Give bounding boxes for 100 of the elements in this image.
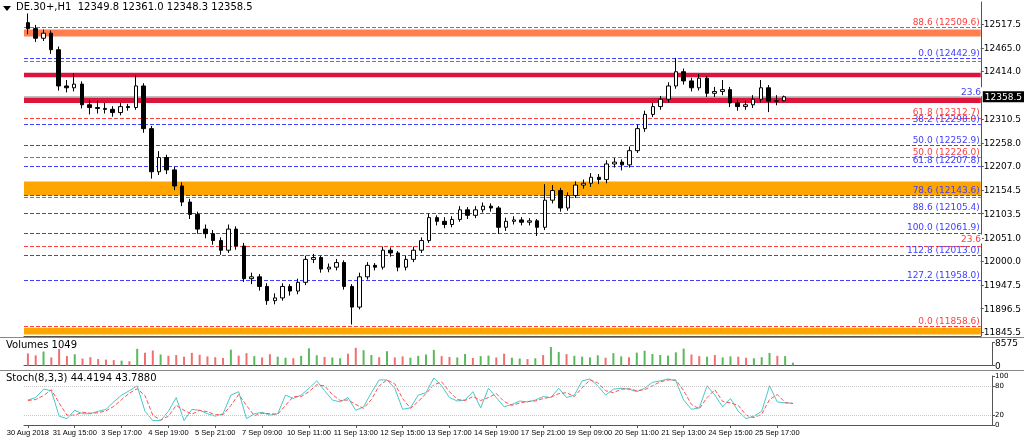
bar — [315, 355, 318, 366]
candlestick — [381, 246, 385, 270]
candlestick — [180, 181, 184, 207]
bar — [464, 353, 467, 366]
candlestick — [465, 206, 470, 220]
candlestick — [558, 187, 563, 213]
bar — [50, 357, 53, 366]
candlestick — [280, 282, 285, 302]
bar — [409, 357, 412, 366]
candlestick — [87, 99, 92, 115]
bar — [425, 354, 428, 366]
candlestick — [450, 215, 454, 228]
candlestick — [350, 283, 354, 326]
candlestick — [651, 102, 655, 118]
bar — [503, 353, 506, 366]
bar — [159, 354, 162, 366]
bar — [620, 356, 623, 366]
ref-line-label: 100.0 (12061.9) — [906, 222, 980, 233]
bar — [97, 359, 100, 366]
candlestick — [149, 125, 154, 180]
candlestick — [589, 172, 593, 188]
bar — [386, 351, 388, 366]
bar — [573, 355, 576, 366]
ref-line-label: 78.6 (12143.6) — [912, 184, 980, 195]
bar — [417, 355, 420, 366]
bar — [581, 356, 584, 366]
candlestick — [519, 216, 524, 226]
bar — [674, 352, 677, 366]
candlestick — [334, 258, 339, 271]
bar — [26, 353, 29, 366]
bar — [128, 361, 131, 366]
bar — [198, 354, 201, 366]
candlestick — [134, 74, 138, 111]
candlestick — [535, 218, 539, 237]
annotation: 23.6 — [960, 234, 982, 245]
bar — [378, 357, 381, 366]
bar — [604, 357, 607, 366]
ref-line-label: 0.0 (11858.6) — [918, 315, 980, 326]
candlestick — [512, 215, 516, 226]
candlestick — [705, 75, 709, 98]
ref-line-label: 50.0 (12252.9) — [912, 134, 980, 145]
y-tick-label: 12000.0 — [983, 256, 1022, 267]
candlestick — [110, 105, 115, 118]
ref-line-label: 88.6 (12105.4) — [912, 202, 980, 213]
candlestick — [64, 79, 69, 93]
bar — [253, 356, 256, 366]
candlestick — [666, 81, 671, 103]
y-tick-label: 12310.5 — [983, 113, 1021, 124]
candlestick — [234, 225, 238, 251]
candlestick — [203, 224, 208, 239]
bar — [104, 359, 107, 366]
candlestick — [303, 255, 308, 286]
y-tick-label: 0 — [995, 360, 1001, 371]
candlestick — [411, 246, 416, 263]
bar — [151, 350, 154, 366]
candlestick — [481, 201, 485, 214]
candlestick — [774, 94, 779, 106]
candlestick — [766, 84, 771, 113]
candlestick — [404, 255, 408, 271]
candlestick — [489, 202, 493, 213]
candlestick — [681, 68, 686, 86]
candlestick — [357, 272, 362, 310]
ref-line-label: 0.0 (12442.9) — [918, 47, 980, 58]
bar — [42, 351, 45, 366]
candlestick — [56, 46, 61, 92]
candlestick — [172, 166, 177, 191]
candlestick — [697, 73, 701, 92]
candlestick — [612, 157, 617, 169]
ref-line-label: 61.8 (12207.8) — [912, 155, 980, 166]
bar — [776, 355, 779, 366]
bar — [276, 356, 279, 366]
candlestick — [219, 236, 223, 256]
candlestick — [164, 154, 169, 175]
bar — [440, 356, 443, 366]
candlestick — [674, 57, 678, 90]
candlestick — [296, 278, 300, 295]
candlestick — [103, 102, 107, 114]
bar — [144, 352, 146, 366]
chart-title: Volumes 1049 — [6, 338, 78, 350]
bar — [237, 355, 240, 366]
bar — [89, 357, 92, 366]
bar — [565, 354, 568, 366]
candlestick — [442, 216, 447, 229]
candlestick — [249, 272, 254, 285]
bar — [222, 357, 225, 366]
candlestick — [211, 229, 215, 246]
bar — [448, 356, 451, 366]
candlestick — [581, 179, 586, 190]
candlestick — [188, 198, 192, 220]
candlestick — [319, 255, 323, 274]
bar — [510, 357, 513, 366]
candlestick — [473, 205, 478, 219]
candlestick — [41, 29, 46, 42]
bar — [112, 360, 115, 366]
candlestick — [658, 95, 663, 111]
bar — [721, 357, 724, 366]
bar — [245, 353, 248, 366]
bar — [479, 356, 482, 366]
candlestick — [265, 282, 269, 306]
ref-line-label: 88.6 (12509.6) — [912, 16, 980, 27]
